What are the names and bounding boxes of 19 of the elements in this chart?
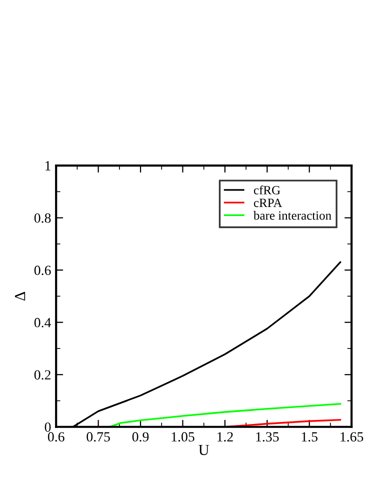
x-axis-title: U (198, 444, 210, 456)
legend-label: cfRG (254, 185, 280, 194)
line-series (108, 403, 342, 427)
x-tick-label: 1.05 (172, 432, 194, 442)
y-axis-title: Δ (14, 292, 26, 301)
x-tick-label: 0.9 (132, 432, 149, 442)
legend-label: cRPA (254, 198, 282, 208)
y-tick-label: 0.4 (34, 318, 52, 328)
y-tick-label: 0.2 (34, 370, 50, 380)
y-tick-label: 0.8 (34, 213, 51, 223)
y-tick-label: 1 (46, 161, 50, 170)
legend-label: bare interaction (253, 210, 332, 220)
x-tick-label: 1.5 (302, 432, 318, 442)
x-tick-label: 1.2 (217, 432, 233, 442)
y-tick-label: 0.6 (34, 266, 51, 276)
x-tick-label: 1.65 (340, 432, 364, 442)
y-tick-label: 0 (44, 422, 51, 432)
x-tick-label: 1.35 (256, 432, 279, 442)
x-tick-label: 0.75 (86, 432, 110, 442)
